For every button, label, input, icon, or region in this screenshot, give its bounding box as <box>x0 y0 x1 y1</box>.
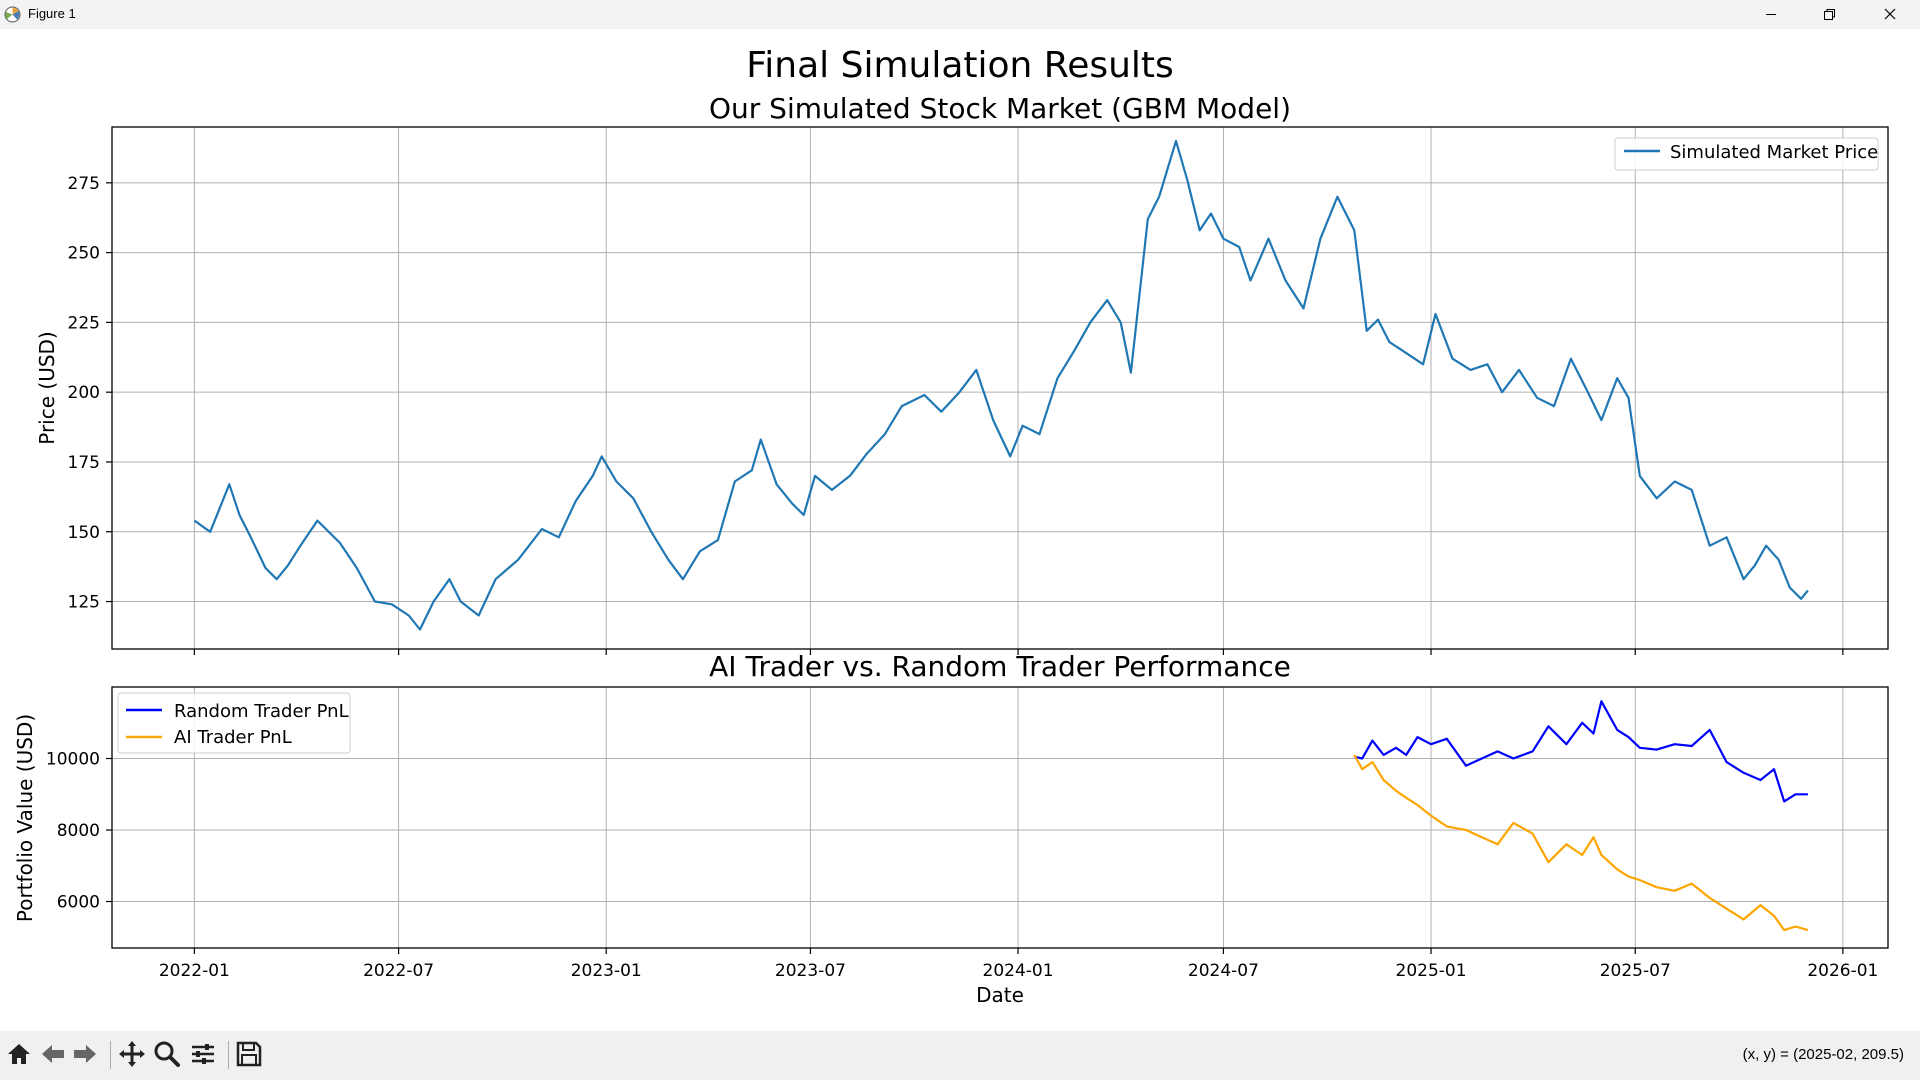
y-tick-label: 8000 <box>57 821 100 841</box>
performance-chart-title: AI Trader vs. Random Trader Performance <box>709 650 1291 683</box>
performance-chart: AI Trader vs. Random Trader Performance … <box>13 650 1889 1007</box>
legend-label-ai: AI Trader PnL <box>174 727 292 748</box>
toolbar-separator <box>228 1041 229 1069</box>
performance-chart-lines <box>1353 700 1809 932</box>
figure-suptitle: Final Simulation Results <box>746 45 1174 86</box>
x-tick-label: 2025-01 <box>1396 961 1467 981</box>
x-tick-label: 2022-07 <box>363 961 434 981</box>
price-chart-legend: Simulated Market Price <box>1614 137 1879 171</box>
window-title: Figure 1 <box>28 6 76 21</box>
performance-chart-ticks: 2022-01 2022-07 2023-01 2023-07 2024-01 2024-… <box>46 750 1878 981</box>
price-chart-ylabel: Price (USD) <box>35 331 59 445</box>
performance-chart-xlabel: Date <box>976 983 1024 1007</box>
price-chart-frame <box>111 126 1889 650</box>
save-icon[interactable] <box>234 1039 264 1069</box>
y-tick-label: 150 <box>68 523 100 543</box>
performance-chart-grid <box>112 687 1888 948</box>
performance-chart-ylabel: Portfolio Value (USD) <box>13 714 37 922</box>
x-tick-label: 2022-01 <box>159 961 230 981</box>
x-tick-label: 2025-07 <box>1600 961 1671 981</box>
window-titlebar: Figure 1 <box>0 0 1920 29</box>
price-chart-title: Our Simulated Stock Market (GBM Model) <box>709 92 1291 125</box>
figure-canvas[interactable]: Final Simulation Results Our Simulated S… <box>0 29 1920 1031</box>
price-chart-lines <box>193 139 1809 631</box>
y-tick-label: 6000 <box>57 893 100 913</box>
series-line-simulated-market-price <box>193 139 1809 631</box>
y-tick-label: 275 <box>68 174 100 194</box>
y-tick-label: 200 <box>68 383 100 403</box>
legend-label-price: Simulated Market Price <box>1670 142 1878 163</box>
back-icon[interactable] <box>38 1039 68 1069</box>
x-tick-label: 2024-01 <box>983 961 1054 981</box>
y-tick-label: 175 <box>68 453 100 473</box>
performance-chart-frame <box>111 686 1889 949</box>
price-chart: Our Simulated Stock Market (GBM Model) 1… <box>35 92 1889 655</box>
y-tick-label: 10000 <box>46 750 100 770</box>
price-chart-ticks: 125 150 175 200 225 250 275 <box>68 174 1844 655</box>
x-tick-label: 2026-01 <box>1807 961 1878 981</box>
legend-label-random: Random Trader PnL <box>174 701 349 722</box>
y-tick-label: 125 <box>68 593 100 613</box>
pan-icon[interactable] <box>117 1039 147 1069</box>
restore-button[interactable] <box>1800 0 1858 29</box>
app-icon <box>4 6 21 23</box>
y-tick-label: 225 <box>68 313 100 333</box>
close-button[interactable] <box>1862 0 1920 29</box>
forward-icon[interactable] <box>70 1039 100 1069</box>
x-tick-label: 2023-07 <box>775 961 846 981</box>
zoom-icon[interactable] <box>152 1039 182 1069</box>
price-chart-grid <box>112 127 1888 649</box>
home-icon[interactable] <box>4 1039 34 1069</box>
y-tick-label: 250 <box>68 244 100 264</box>
x-tick-label: 2023-01 <box>571 961 642 981</box>
toolbar-separator <box>110 1041 111 1069</box>
minimize-button[interactable] <box>1742 0 1800 29</box>
configure-subplots-icon[interactable] <box>188 1039 218 1069</box>
series-line-random-trader-pnl <box>1354 700 1808 803</box>
navigation-toolbar: (x, y) = (2025-02, 209.5) <box>0 1031 1920 1080</box>
x-tick-label: 2024-07 <box>1188 961 1259 981</box>
coordinate-readout: (x, y) = (2025-02, 209.5) <box>1742 1046 1904 1063</box>
series-line-ai-trader-pnl <box>1353 754 1809 932</box>
performance-chart-legend: Random Trader PnL AI Trader PnL <box>117 692 351 754</box>
